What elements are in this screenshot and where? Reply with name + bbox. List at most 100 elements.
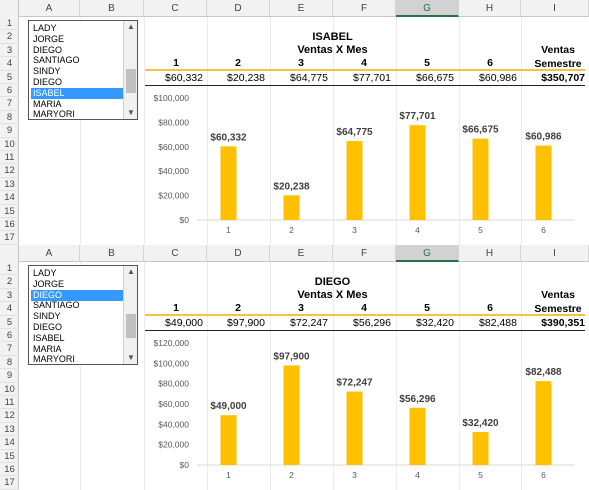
row-header-11[interactable]: 11 (0, 396, 19, 410)
bar-month-2[interactable] (283, 365, 300, 465)
listbox-item[interactable]: MARIA (33, 343, 62, 354)
row-header-15[interactable]: 15 (0, 205, 19, 218)
scroll-up-icon[interactable]: ▲ (127, 22, 135, 31)
column-header-e[interactable]: E (270, 0, 333, 17)
monthly-sales-cell[interactable]: $82,488 (479, 317, 517, 329)
listbox-item[interactable]: SINDY (33, 311, 61, 322)
bar-month-3[interactable] (346, 140, 363, 220)
select-all-corner[interactable] (0, 0, 19, 17)
column-header-a[interactable]: A (19, 245, 80, 262)
scroll-thumb[interactable] (126, 314, 136, 338)
column-header-d[interactable]: D (207, 245, 270, 262)
row-header-1[interactable]: 1 (0, 17, 19, 31)
listbox-item[interactable]: ISABEL (31, 87, 123, 99)
select-all-corner[interactable] (0, 245, 19, 262)
semester-total-cell[interactable]: $390,351 (541, 317, 585, 329)
listbox-scrollbar[interactable]: ▲ ▼ (123, 21, 137, 119)
monthly-sales-cell[interactable]: $77,701 (353, 72, 391, 84)
row-header-13[interactable]: 13 (0, 423, 19, 437)
row-header-7[interactable]: 7 (0, 342, 19, 356)
row-header-10[interactable]: 10 (0, 383, 19, 396)
column-header-h[interactable]: H (459, 245, 521, 262)
row-header-4[interactable]: 4 (0, 57, 19, 71)
monthly-sales-cell[interactable]: $20,238 (227, 72, 265, 84)
listbox-item[interactable]: DIEGO (33, 44, 63, 55)
row-header-6[interactable]: 6 (0, 84, 19, 98)
listbox-item[interactable]: ISABEL (33, 332, 65, 343)
listbox-item[interactable]: MARIA (33, 98, 62, 109)
row-header-16[interactable]: 16 (0, 463, 19, 477)
row-header-4[interactable]: 4 (0, 302, 19, 316)
semester-total-cell[interactable]: $350,707 (541, 72, 585, 84)
listbox-item[interactable]: JORGE (33, 33, 65, 44)
listbox-item[interactable]: LADY (33, 268, 57, 278)
bar-month-5[interactable] (472, 432, 489, 465)
column-header-i[interactable]: I (521, 245, 589, 262)
monthly-sales-cell[interactable]: $60,332 (165, 72, 203, 84)
row-header-5[interactable]: 5 (0, 71, 19, 84)
bar-month-3[interactable] (346, 391, 363, 465)
monthly-sales-cell[interactable]: $60,986 (479, 72, 517, 84)
row-header-10[interactable]: 10 (0, 138, 19, 151)
listbox-item[interactable]: MARYORI (33, 109, 75, 120)
row-header-6[interactable]: 6 (0, 329, 19, 343)
column-header-d[interactable]: D (207, 0, 270, 17)
bar-month-1[interactable] (220, 146, 237, 220)
row-header-12[interactable]: 12 (0, 164, 19, 178)
listbox-item[interactable]: LADY (33, 23, 57, 33)
bar-month-4[interactable] (409, 125, 426, 220)
sales-bar-chart[interactable]: $0 $20,000 $40,000 $60,000 $80,000 $100,000 $6… (145, 90, 585, 243)
bar-month-6[interactable] (535, 381, 552, 465)
row-header-3[interactable]: 3 (0, 44, 19, 58)
column-header-i[interactable]: I (521, 0, 589, 17)
listbox-item[interactable]: JORGE (33, 278, 65, 289)
listbox-scrollbar[interactable]: ▲ ▼ (123, 266, 137, 364)
row-header-14[interactable]: 14 (0, 191, 19, 205)
bar-month-4[interactable] (409, 407, 426, 465)
sales-bar-chart[interactable]: $0 $20,000 $40,000 $60,000 $80,000 $100,000 $1… (145, 335, 585, 488)
column-header-b[interactable]: B (80, 245, 144, 262)
listbox-item[interactable]: MARYORI (33, 354, 75, 365)
bar-month-6[interactable] (535, 145, 552, 220)
column-header-g[interactable]: G (396, 245, 459, 262)
row-header-3[interactable]: 3 (0, 289, 19, 303)
row-header-13[interactable]: 13 (0, 178, 19, 192)
listbox-item[interactable]: DIEGO (33, 77, 63, 87)
row-header-11[interactable]: 11 (0, 151, 19, 165)
column-header-h[interactable]: H (459, 0, 521, 17)
scroll-down-icon[interactable]: ▼ (127, 108, 135, 117)
column-header-c[interactable]: C (144, 0, 207, 17)
listbox-item[interactable]: DIEGO (31, 289, 123, 301)
row-header-1[interactable]: 1 (0, 262, 19, 276)
row-header-8[interactable]: 8 (0, 111, 19, 125)
monthly-sales-cell[interactable]: $32,420 (416, 317, 454, 329)
row-header-15[interactable]: 15 (0, 450, 19, 463)
row-header-9[interactable]: 9 (0, 369, 19, 383)
row-header-2[interactable]: 2 (0, 275, 19, 289)
row-header-17[interactable]: 17 (0, 476, 19, 490)
row-header-5[interactable]: 5 (0, 316, 19, 329)
row-header-16[interactable]: 16 (0, 218, 19, 232)
row-header-14[interactable]: 14 (0, 436, 19, 450)
column-header-c[interactable]: C (144, 245, 207, 262)
column-header-e[interactable]: E (270, 245, 333, 262)
name-listbox[interactable]: LADY JORGE DIEGO SANTIAGO SINDY DIEGO ISABEL MA… (28, 265, 138, 365)
column-header-f[interactable]: F (333, 0, 396, 17)
name-listbox[interactable]: LADY JORGE DIEGO SANTIAGO SINDY DIEGO ISABEL MA… (28, 20, 138, 120)
scroll-up-icon[interactable]: ▲ (127, 267, 135, 276)
listbox-item[interactable]: SANTIAGO (33, 300, 80, 311)
monthly-sales-cell[interactable]: $97,900 (227, 317, 265, 329)
monthly-sales-cell[interactable]: $49,000 (165, 317, 203, 329)
column-header-a[interactable]: A (19, 0, 80, 17)
bar-month-5[interactable] (472, 138, 489, 220)
column-header-g[interactable]: G (396, 0, 459, 17)
monthly-sales-cell[interactable]: $72,247 (290, 317, 328, 329)
scroll-thumb[interactable] (126, 69, 136, 93)
row-header-17[interactable]: 17 (0, 231, 19, 245)
row-header-2[interactable]: 2 (0, 30, 19, 44)
monthly-sales-cell[interactable]: $66,675 (416, 72, 454, 84)
monthly-sales-cell[interactable]: $64,775 (290, 72, 328, 84)
row-header-7[interactable]: 7 (0, 97, 19, 111)
monthly-sales-cell[interactable]: $56,296 (353, 317, 391, 329)
bar-month-1[interactable] (220, 415, 237, 465)
